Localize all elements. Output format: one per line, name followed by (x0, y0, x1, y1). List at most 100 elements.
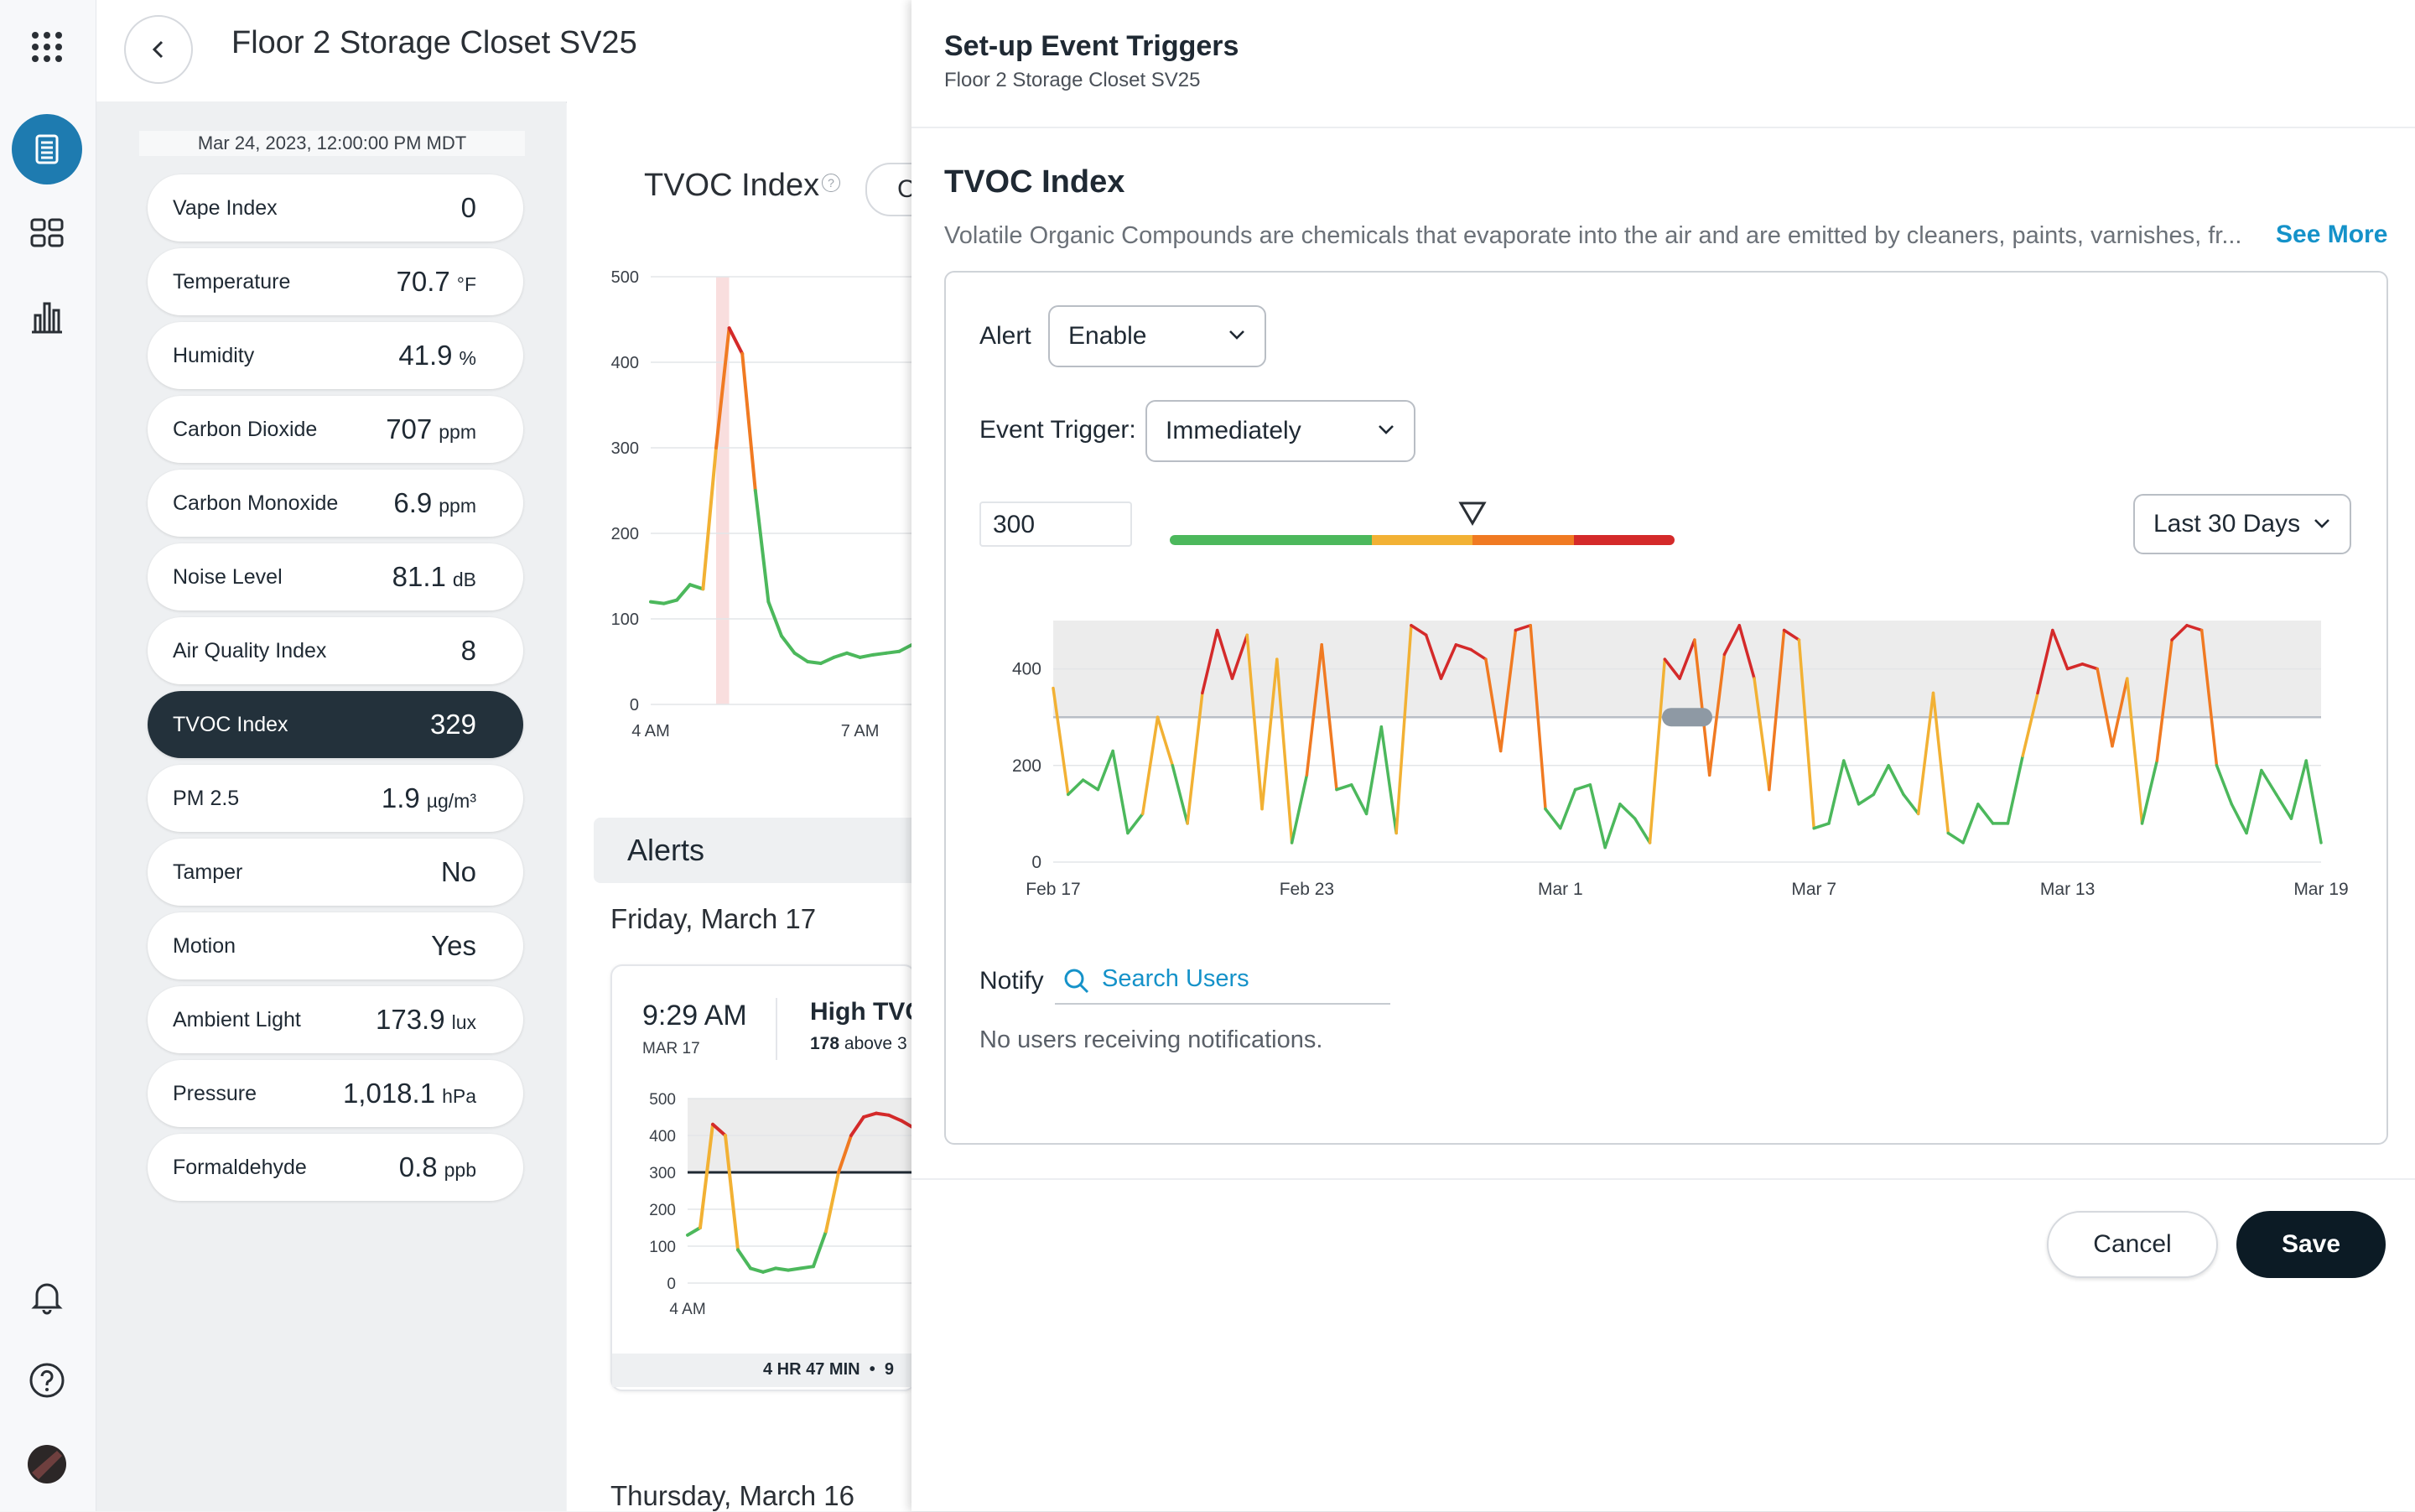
series-segment (2274, 792, 2293, 820)
sensor-row[interactable]: Carbon Monoxide 6.9 ppm (148, 470, 523, 537)
sensor-value: 0.8 ppb (399, 1134, 476, 1203)
threshold-input-field[interactable] (991, 510, 1120, 540)
y-tick-label: 0 (1031, 853, 1041, 872)
sensor-row[interactable]: Carbon Dioxide 707 ppm (148, 396, 523, 463)
series-segment (1335, 783, 1353, 792)
avatar[interactable] (12, 1429, 82, 1499)
series-segment (675, 583, 692, 602)
alert-kind: High TVC (810, 998, 923, 1026)
sensor-row[interactable]: Ambient Light 173.9 lux (148, 986, 523, 1053)
series-segment (740, 351, 757, 492)
day-heading: Friday, March 17 (610, 903, 817, 934)
search-users-field[interactable] (1055, 961, 1390, 1005)
sensor-row[interactable]: Formaldehyde 0.8 ppb (148, 1134, 523, 1201)
alert-select[interactable]: Enable (1048, 305, 1266, 367)
alert-date: MAR 17 (642, 1040, 700, 1057)
sensor-row[interactable]: Pressure 1,018.1 hPa (148, 1060, 523, 1127)
series-segment (649, 600, 666, 605)
sensor-value-number: 707 (386, 413, 433, 444)
sensor-row[interactable]: Vape Index 0 (148, 174, 523, 242)
sensor-unit: ppm (439, 495, 476, 517)
series-segment (862, 1111, 878, 1119)
alert-label: Alert (979, 322, 1031, 350)
series-segment (2036, 628, 2054, 695)
sensor-value-number: 0.8 (398, 1151, 438, 1182)
sensor-row[interactable]: Motion Yes (148, 912, 523, 979)
series-segment (753, 489, 771, 604)
y-tick-label: 0 (667, 1276, 676, 1293)
sensor-label: Pressure (173, 1082, 257, 1105)
alert-card[interactable] (610, 964, 916, 1391)
sensor-row[interactable]: Tamper No (148, 839, 523, 906)
sensor-value-number: 6.9 (393, 487, 433, 518)
search-users-input[interactable] (1100, 964, 1389, 994)
apps-grid-icon[interactable] (12, 12, 82, 82)
sensor-row[interactable]: Humidity 41.9% (148, 322, 523, 389)
series-segment (1812, 822, 1831, 830)
scale-segment-yellow (1371, 535, 1473, 545)
series-segment (749, 1266, 765, 1274)
series-segment (787, 1266, 802, 1272)
series-segment (1842, 759, 1861, 806)
sensor-row[interactable]: Air Quality Index 8 (148, 617, 523, 684)
series-segment (871, 651, 888, 657)
sensor-label: Motion (173, 934, 236, 958)
notify-label: Notify (979, 967, 1044, 995)
series-segment (1544, 807, 1562, 830)
bar-chart-icon[interactable] (12, 282, 82, 352)
series-segment (2096, 667, 2114, 748)
threshold-marker-icon[interactable] (1457, 500, 1488, 527)
series-segment (1707, 652, 1727, 777)
series-segment (884, 649, 901, 655)
sensor-value: 81.1 dB (392, 543, 476, 613)
sensor-value: 173.9 lux (376, 986, 476, 1056)
sensor-row[interactable]: Temperature 70.7 °F (148, 248, 523, 315)
back-button[interactable] (124, 15, 193, 84)
sensor-row[interactable]: TVOC Index 329 (148, 691, 523, 758)
series-segment (875, 1111, 891, 1117)
event-trigger-select[interactable]: Immediately (1145, 400, 1415, 462)
sensor-row[interactable]: PM 2.5 1.9 µg/m³ (148, 765, 523, 832)
series-segment (1350, 783, 1368, 816)
sensor-row[interactable]: Noise Level 81.1 dB (148, 543, 523, 611)
threshold-handle (1662, 708, 1712, 727)
alert-footer (612, 1354, 914, 1387)
sensor-label: PM 2.5 (173, 787, 240, 810)
help-icon[interactable]: ? (822, 174, 840, 192)
x-tick-label: Feb 23 (1280, 880, 1334, 899)
metric-title: TVOC Index (944, 164, 1125, 200)
series-segment (714, 326, 731, 449)
y-tick-label: 300 (649, 1165, 676, 1182)
series-segment (1797, 638, 1815, 830)
series-segment (780, 634, 797, 655)
chart-config-label: C (897, 175, 916, 203)
series-segment (1305, 643, 1323, 777)
sensor-value: 707 ppm (386, 396, 476, 465)
see-more-link[interactable]: See More (2276, 221, 2388, 248)
dashboard-icon[interactable] (12, 198, 82, 268)
sensor-value: 329 (430, 691, 476, 758)
x-tick-label: Mar 7 (1791, 880, 1836, 899)
save-button[interactable]: Save (2236, 1211, 2386, 1278)
series-segment (1648, 657, 1667, 844)
range-select[interactable]: Last 30 Days (2133, 494, 2351, 554)
series-segment (2006, 754, 2024, 825)
help-icon[interactable] (12, 1345, 82, 1416)
cancel-button[interactable]: Cancel (2047, 1211, 2218, 1278)
series-segment (1454, 643, 1472, 652)
sensor-unit: ppm (439, 421, 476, 443)
bell-icon[interactable] (12, 1261, 82, 1332)
sensor-unit: dB (452, 569, 476, 590)
y-tick-label: 500 (611, 268, 639, 287)
sensor-value-number: 1,018.1 (342, 1078, 436, 1109)
series-segment (2185, 624, 2204, 632)
series-segment (1410, 624, 1428, 637)
threshold-input[interactable] (979, 501, 1132, 547)
series-segment (774, 1266, 790, 1272)
sensor-label: Ambient Light (173, 1008, 301, 1031)
building-icon[interactable] (12, 114, 82, 184)
y-tick-label: 500 (649, 1091, 676, 1109)
y-tick-label: 400 (649, 1128, 676, 1146)
sensor-label: Noise Level (173, 565, 283, 589)
series-segment (799, 1265, 815, 1270)
